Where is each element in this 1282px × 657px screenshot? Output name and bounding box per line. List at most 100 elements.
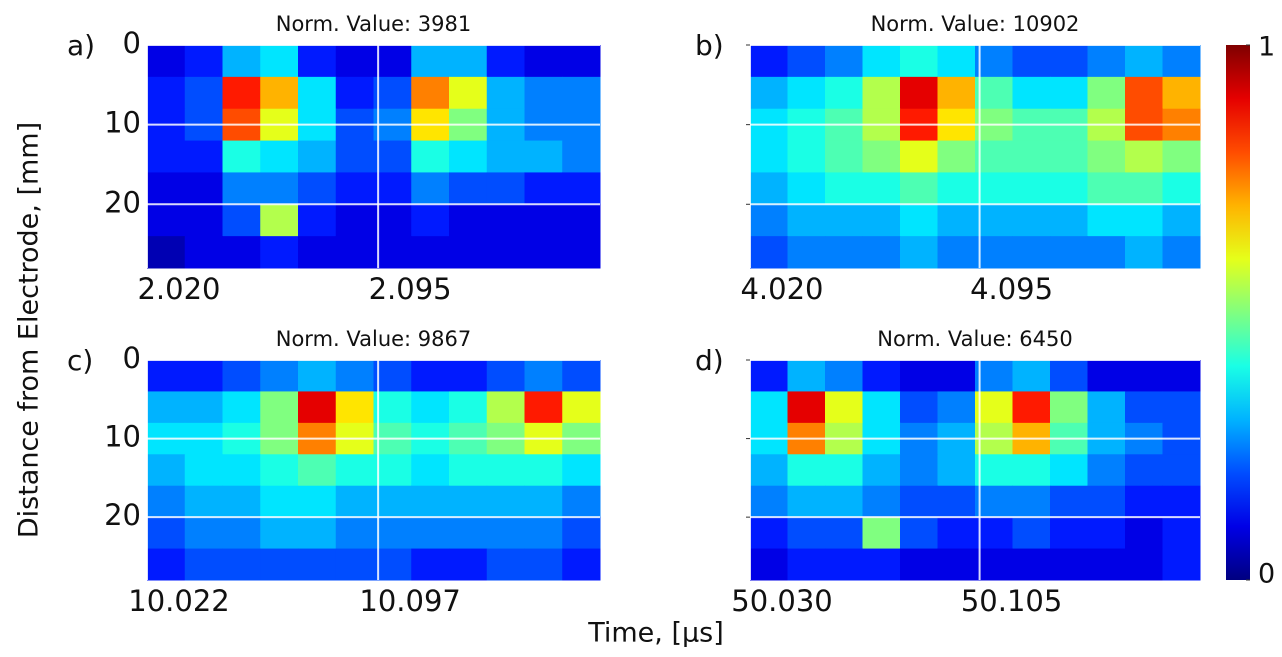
heatmap-cell (1125, 517, 1163, 550)
heatmap-cell (373, 76, 412, 110)
heatmap-cell (222, 517, 261, 550)
heatmap-cell (298, 236, 337, 269)
panel-title: Norm. Value: 6450 (877, 327, 1073, 351)
heatmap-cell (1012, 485, 1051, 518)
heatmap-cell (411, 517, 450, 550)
heatmap-cell (373, 140, 412, 173)
heatmap-cell (260, 45, 299, 78)
x-axis-label: Time, [µs] (587, 618, 724, 649)
heatmap-cell (562, 454, 601, 487)
heatmap-cell (1087, 454, 1126, 487)
heatmap-cell (750, 391, 788, 424)
heatmap-cell (787, 172, 826, 205)
heatmap-cell (862, 140, 901, 173)
heatmap-cell (900, 485, 938, 518)
heatmap-cell (449, 236, 488, 269)
heatmap-cell (900, 45, 938, 78)
heatmap-cell (222, 236, 261, 269)
heatmap-cell (486, 45, 525, 78)
heatmap-cell (862, 204, 901, 237)
heatmap-cell (260, 76, 299, 110)
heatmap-cell (900, 454, 938, 487)
heatmap-cell (900, 391, 938, 424)
heatmap-cell (900, 204, 938, 237)
heatmap-cell (147, 454, 186, 487)
heatmap-cell (1087, 76, 1126, 110)
heatmap-cell (298, 45, 337, 78)
heatmap-cell (335, 548, 374, 581)
heatmap-cell (486, 204, 525, 237)
heatmap-cell (1162, 140, 1201, 173)
heatmap-cell (411, 45, 450, 78)
heatmap-cell (260, 204, 299, 237)
heatmap-cell (787, 454, 826, 487)
heatmap-cell (147, 485, 186, 518)
heatmap-cell (298, 548, 337, 581)
heatmap-cell (260, 548, 299, 581)
panel-title: Norm. Value: 9867 (276, 327, 472, 351)
heatmap-cell (1125, 140, 1163, 173)
heatmap-cell (260, 454, 299, 487)
heatmap-cell (975, 360, 1013, 392)
heatmap-cell (787, 360, 826, 392)
heatmap-cell (750, 517, 788, 550)
heatmap-cell (411, 454, 450, 487)
heatmap-cell (1050, 517, 1088, 550)
heatmap-cell (298, 172, 337, 205)
heatmap-cell (260, 172, 299, 205)
heatmap-cell (787, 45, 826, 78)
heatmap-cell (1087, 204, 1126, 237)
heatmap-cell (1125, 76, 1163, 110)
heatmap-cell (1050, 140, 1088, 173)
heatmap-cell (298, 76, 337, 110)
heatmap-cell (787, 236, 826, 269)
heatmap-cell (222, 45, 261, 78)
heatmap-cell (1162, 548, 1201, 581)
heatmap-cell (1087, 360, 1126, 392)
heatmap-cell (900, 140, 938, 173)
heatmap-cell (975, 172, 1013, 205)
heatmap-cell (335, 391, 374, 424)
heatmap-cell (562, 548, 601, 581)
heatmap-cell (222, 76, 261, 110)
heatmap-cell (825, 454, 863, 487)
heatmap-cell (449, 172, 488, 205)
heatmap-cell (486, 236, 525, 269)
heatmap-cell (562, 76, 601, 110)
heatmap-cell (335, 45, 374, 78)
heatmap-cell (1050, 485, 1088, 518)
heatmap-cell (1162, 485, 1201, 518)
heatmap-cell (862, 485, 901, 518)
colorbar-tick-label: 0 (1258, 559, 1275, 590)
heatmap-cell (900, 360, 938, 392)
heatmap-cell (862, 172, 901, 205)
heatmap-cell (862, 391, 901, 424)
heatmap-cell (1125, 454, 1163, 487)
heatmap-cell (1162, 76, 1201, 110)
heatmap-cell (1162, 236, 1201, 269)
heatmap-cell (222, 454, 261, 487)
heatmap-cell (449, 360, 488, 392)
heatmap-cell (750, 204, 788, 237)
heatmap-cell (825, 485, 863, 518)
heatmap-cell (449, 140, 488, 173)
heatmap-cell (411, 485, 450, 518)
heatmap-cell (373, 517, 412, 550)
y-tick-label: 10 (104, 420, 141, 454)
heatmap-cell (1087, 485, 1126, 518)
x-tick-label: 10.022 (128, 584, 229, 618)
heatmap-cell (1087, 236, 1126, 269)
heatmap-cell (524, 76, 563, 110)
heatmap-cell (298, 204, 337, 237)
heatmap-cell (449, 204, 488, 237)
heatmap-cell (524, 548, 563, 581)
heatmap-cell (147, 140, 186, 173)
heatmap-cell (524, 204, 563, 237)
heatmap-cell (1050, 76, 1088, 110)
panel-title: Norm. Value: 10902 (871, 12, 1080, 36)
heatmap-cell (449, 391, 488, 424)
heatmap-cell (335, 204, 374, 237)
heatmap-cell (562, 236, 601, 269)
heatmap-cell (184, 517, 223, 550)
